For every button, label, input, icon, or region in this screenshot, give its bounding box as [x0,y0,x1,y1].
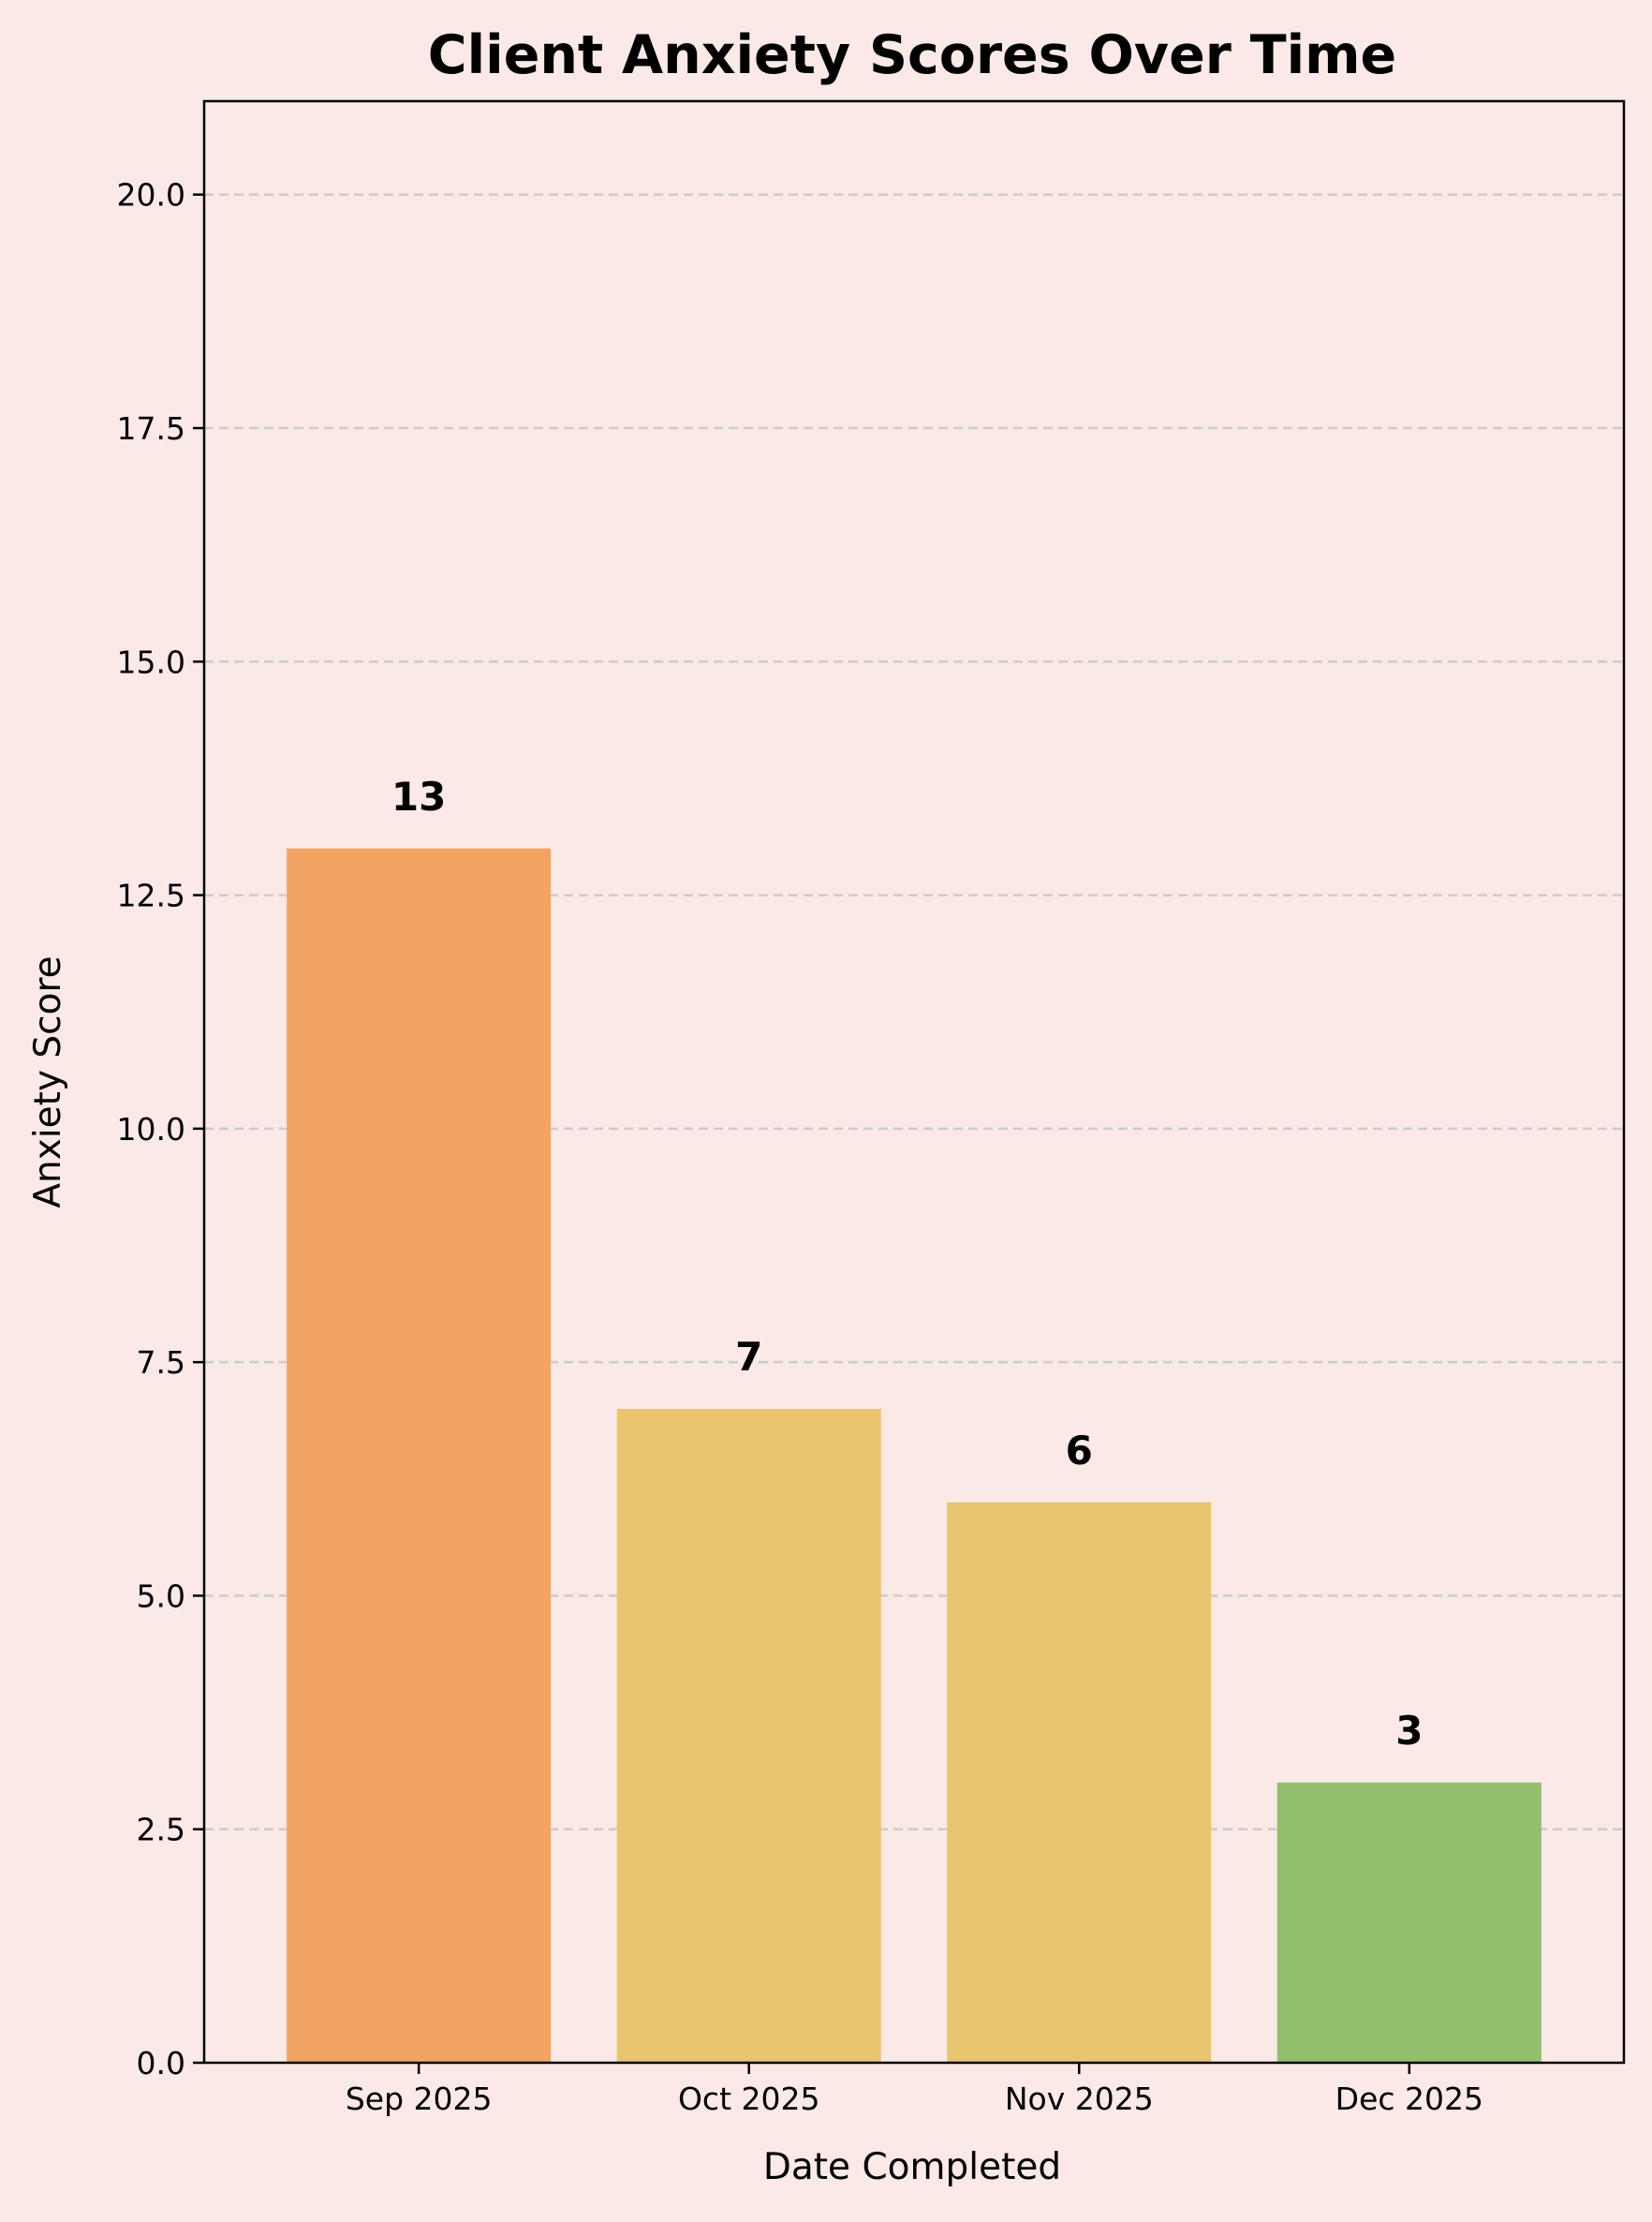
x-tick-label: Oct 2025 [678,2081,820,2117]
y-axis-label: Anxiety Score [27,955,69,1207]
bar-value-label: 6 [1066,1428,1093,1474]
chart-title: Client Anxiety Scores Over Time [428,24,1396,86]
x-axis-label: Date Completed [763,2146,1061,2188]
y-tick-label: 15.0 [117,644,185,680]
y-tick-label: 20.0 [117,177,185,214]
x-tick-label: Sep 2025 [346,2081,493,2117]
y-tick-label: 12.5 [117,878,185,914]
bar [616,1409,881,2063]
y-tick-label: 7.5 [137,1344,185,1381]
bar [947,1502,1212,2063]
y-tick-label: 2.5 [137,1812,185,1848]
bar [1276,1782,1541,2063]
y-tick-label: 10.0 [117,1111,185,1148]
y-tick-label: 5.0 [137,1578,185,1614]
y-axis-ticks: 0.0 2.5 5.0 7.5 10.0 12.5 15.0 17.5 20.0 [117,177,204,2081]
bar-value-label: 3 [1395,1708,1423,1754]
x-tick-label: Dec 2025 [1335,2081,1483,2117]
plot-frame [202,99,1626,2065]
bar-value-label: 13 [391,774,446,820]
bar [287,848,552,2063]
value-labels: 13 7 6 3 [391,774,1423,1754]
x-axis-ticks: Sep 2025 Oct 2025 Nov 2025 Dec 2025 [346,2063,1483,2117]
y-tick-label: 17.5 [117,410,185,447]
bars [287,848,1541,2063]
bar-value-label: 7 [735,1334,762,1380]
x-tick-label: Nov 2025 [1005,2081,1154,2117]
y-tick-label: 0.0 [137,2045,185,2081]
gridlines [204,193,1624,1830]
